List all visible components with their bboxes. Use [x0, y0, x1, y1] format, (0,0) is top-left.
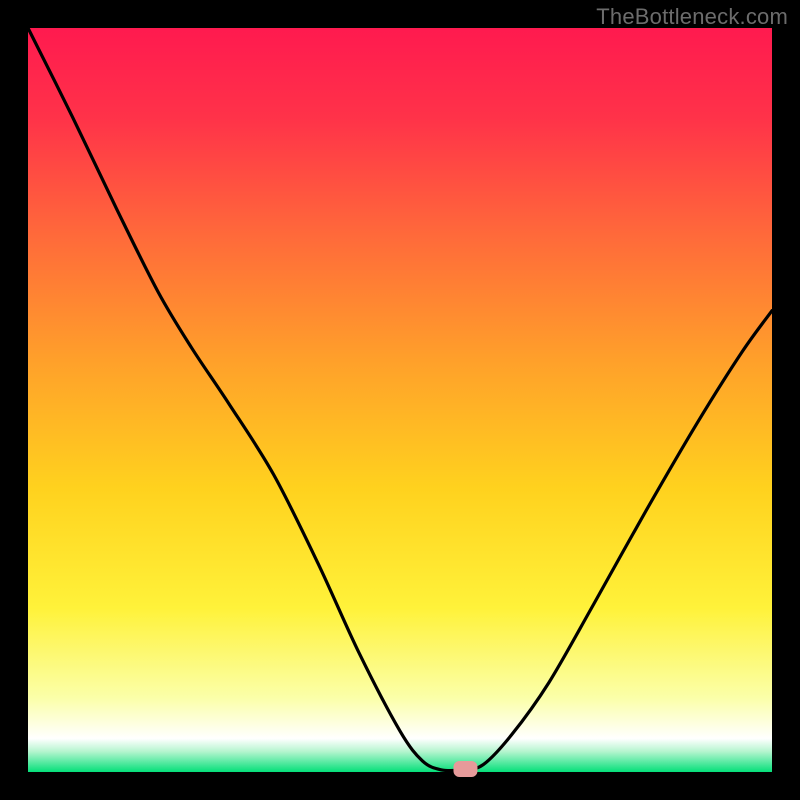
bottleneck-chart — [0, 0, 800, 800]
watermark-label: TheBottleneck.com — [596, 4, 788, 30]
chart-container: TheBottleneck.com — [0, 0, 800, 800]
plot-area — [28, 28, 772, 772]
optimal-marker — [453, 761, 477, 777]
